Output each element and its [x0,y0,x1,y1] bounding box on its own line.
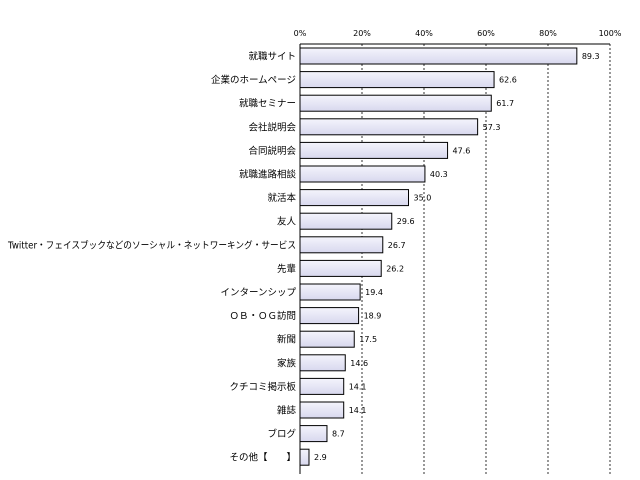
bar [299,189,409,207]
category-label: ブログ [267,428,296,440]
category-label: クチコミ掲示板 [229,381,296,393]
bars [299,47,578,466]
category-label: 就職サイト [248,51,296,63]
value-label: 2.9 [314,453,327,462]
category-label: 会社説明会 [248,121,296,133]
category-label: 友人 [277,216,297,228]
bar [299,330,355,348]
bar [299,448,310,466]
bar [299,236,384,254]
value-label: 61.7 [496,99,514,108]
value-label: 89.3 [582,52,600,61]
bar [299,377,345,395]
value-label: 35.0 [414,194,432,203]
value-label: 40.3 [430,170,448,179]
category-label: 家族 [277,357,297,369]
bar [299,283,361,301]
x-tick-label: 60% [477,29,495,38]
x-tick-labels: 0% 20% 40% 60% 80% 100% [294,29,622,38]
value-label: 8.7 [332,430,345,439]
bar [299,141,449,159]
category-label: 新聞 [277,334,296,346]
category-label: その他【 】 [229,452,296,464]
value-labels: 89.3 62.6 61.7 57.3 47.6 40.3 35.0 29.6 26.7 26.2… [314,52,600,462]
bar [299,212,393,230]
x-tick-label: 20% [353,29,371,38]
x-tick-label: 40% [415,29,433,38]
value-label: 14.1 [349,406,367,415]
category-label: 企業のホームページ [211,74,296,86]
bar [299,307,360,325]
bar [299,118,479,136]
value-label: 26.7 [388,241,406,250]
value-label: 18.9 [364,312,382,321]
category-label: 先輩 [277,263,296,275]
category-label: インターンシップ [220,288,296,299]
x-tick-label: 100% [599,29,622,38]
category-label: 雑誌 [277,405,297,417]
value-label: 19.4 [365,288,383,297]
category-label: 就活本 [267,192,296,204]
value-label: 29.6 [397,217,415,226]
bar [299,94,492,112]
bar [299,71,495,89]
category-label: Twitter・フェイスブックなどのソーシャル・ネットワーキング・サービス [7,239,296,251]
value-label: 14.1 [349,382,367,391]
value-label: 14.6 [350,359,368,368]
bar [299,47,578,65]
bar [299,259,382,277]
value-label: 47.6 [453,146,471,155]
value-label: 62.6 [499,76,517,85]
category-label: 就職セミナー [239,98,296,110]
x-tick-label: 0% [294,29,307,38]
bar [299,354,346,372]
category-label: ＯＢ・ＯＧ訪問 [229,310,296,322]
value-label: 17.5 [359,335,377,344]
bar [299,401,345,419]
x-tick-label: 80% [539,29,557,38]
category-labels: 就職サイト企業のホームページ就職セミナー会社説明会合同説明会就職進路相談就活本友… [7,51,296,464]
value-label: 26.2 [386,264,404,273]
category-label: 合同説明会 [248,145,296,157]
value-label: 57.3 [483,123,501,132]
bar [299,425,328,443]
category-label: 就職進路相談 [239,169,297,181]
bar [299,165,426,183]
